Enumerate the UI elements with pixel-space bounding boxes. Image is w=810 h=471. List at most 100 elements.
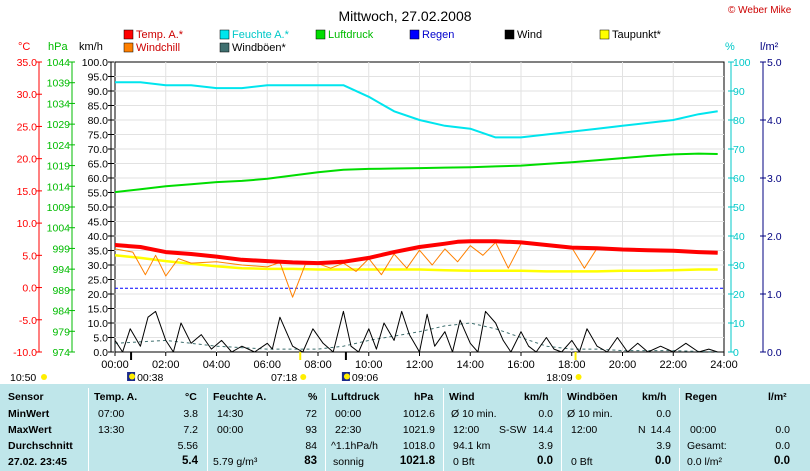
pressure-tick-label: 1044: [47, 57, 71, 69]
temp-max-time: 13:30: [98, 424, 125, 436]
sun-icon: [300, 374, 307, 380]
gust-avg-value: 3.9: [656, 440, 671, 452]
series-feuchte-a: [115, 81, 718, 139]
wind-tick-label: 45.0: [88, 217, 109, 229]
time-markers: 10:50 00:38 07:18 09:06 18:09: [10, 352, 582, 384]
pressure-tick-label: 994: [52, 264, 70, 276]
temp-tick-label: 25.0: [17, 121, 38, 133]
pressure-tick-label: 1029: [47, 119, 71, 131]
temp-min-time: 07:00: [98, 408, 125, 420]
temp-tick-label: 10.0: [17, 218, 38, 230]
pressure-tick-label: 979: [52, 326, 70, 338]
humidity-tick-label: 30: [733, 260, 745, 272]
x-tick-label: 10:00: [355, 359, 383, 371]
humidity-tick-label: 40: [733, 231, 745, 243]
sun-time-label: 07:18: [271, 372, 297, 384]
temp-tick-label: 5.0: [22, 250, 37, 262]
pressure-avg-value: 1018.0: [402, 440, 435, 452]
moon-time-label: 00:38: [137, 372, 163, 384]
wind-tick-label: 85.0: [88, 101, 109, 113]
gust-max-time: 12:00: [571, 424, 598, 436]
legend-swatch: [599, 29, 610, 40]
humidity-unit-label: %: [725, 41, 735, 53]
pressure-tick-label: 1039: [47, 78, 71, 90]
row-label-min: MinWert: [8, 408, 50, 420]
temp-avg-value: 5.56: [177, 440, 198, 452]
pressure-tick-label: 1034: [47, 98, 71, 110]
series-temp-a: [114, 239, 718, 266]
wind-tick-label: 15.0: [88, 304, 109, 316]
x-tick-label: 22:00: [659, 359, 687, 371]
humidity-max-time: 00:00: [217, 424, 244, 436]
humidity-tick-label: 70: [733, 144, 745, 156]
wind-tick-label: 60.0: [88, 173, 109, 185]
x-tick-label: 14:00: [456, 359, 484, 371]
wind-tick-label: 40.0: [88, 231, 109, 243]
humidity-tick-label: 0: [733, 347, 739, 359]
pressure-tick-label: 999: [52, 243, 70, 255]
temp-tick-label: 15.0: [17, 186, 38, 198]
legend-swatch: [123, 42, 134, 53]
humidity-tick-label: 60: [733, 173, 745, 185]
temp-header: Temp. A.: [94, 391, 138, 403]
x-tick-label: 02:00: [152, 359, 180, 371]
pressure-tick-label: 1014: [47, 181, 71, 193]
gust-unit: km/h: [642, 391, 667, 403]
x-tick-label: 16:00: [507, 359, 535, 371]
legend-swatch: [409, 29, 420, 40]
wind-tick-label: 0.0: [93, 347, 108, 359]
x-tick-label: 00:00: [101, 359, 129, 371]
row-label-avg: Durchschnitt: [8, 440, 73, 452]
temp-tick-label: 0.0: [22, 283, 37, 295]
humidity-tick-label: 20: [733, 289, 745, 301]
temp-min-value: 3.8: [183, 408, 198, 420]
sun-time-label: 18:09: [546, 372, 572, 384]
chart-axes: 35.0 30.0 25.0 20.0 15.0 10.0 5.0 0.0 -5.0 -10.0 1…: [13, 57, 782, 371]
moon-icon-glyph: [343, 373, 350, 380]
wind-avg10-value: 0.0: [538, 408, 553, 420]
wind-tick-label: 80.0: [88, 115, 109, 127]
chart-legend: Temp. A.* Feuchte A.* Luftdruck Regen Wind Ta…: [123, 29, 662, 54]
rain-tick-label: 0.0: [767, 347, 782, 359]
chart-title: Mittwoch, 27.02.2008: [338, 8, 471, 24]
rain-total-value: 0.0: [775, 440, 790, 452]
wind-avg-value: 3.9: [538, 440, 553, 452]
pressure-tick-label: 1024: [47, 140, 71, 152]
rain-tick-label: 1.0: [767, 289, 782, 301]
rain-tick-label: 2.0: [767, 231, 782, 243]
rain-tick-label: 4.0: [767, 115, 782, 127]
row-label-sensor: Sensor: [8, 391, 44, 403]
humidity-min-value: 72: [305, 408, 317, 420]
rain-current-rate: 0.0 l/m²: [687, 456, 723, 468]
row-label-current: 27.02. 23:45: [8, 456, 67, 468]
wind-tick-label: 35.0: [88, 246, 109, 258]
rain-max-time: 00:00: [690, 424, 717, 436]
gust-max-value: 14.4: [650, 424, 671, 436]
wind-unit: km/h: [524, 391, 549, 403]
humidity-tick-label: 10: [733, 318, 745, 330]
sun-icon: [41, 374, 47, 380]
temp-unit-label: °C: [18, 41, 30, 53]
moon-time-label: 09:06: [352, 372, 378, 384]
pressure-tick-label: 984: [52, 306, 70, 318]
x-tick-label: 12:00: [406, 359, 434, 371]
legend-swatch: [219, 42, 230, 53]
humidity-header: Feuchte A.: [213, 391, 267, 403]
rain-unit-label: l/m²: [760, 41, 779, 53]
legend-swatch: [504, 29, 515, 40]
humidity-tick-label: 90: [733, 86, 745, 98]
temp-tick-label: 35.0: [17, 57, 38, 69]
wind-distance: 94.1 km: [453, 440, 491, 452]
series-wind: [114, 310, 718, 353]
pressure-header: Luftdruck: [331, 391, 380, 403]
temp-tick-label: -10.0: [13, 347, 37, 359]
gust-avg10-value: 0.0: [656, 408, 671, 420]
pressure-trend: ^1.1hPa/h: [331, 440, 378, 452]
wind-tick-label: 20.0: [88, 289, 109, 301]
humidity-tick-label: 80: [733, 115, 745, 127]
temp-tick-label: 30.0: [17, 89, 38, 101]
temp-tick-label: 20.0: [17, 154, 38, 166]
gust-max-dir: N: [638, 424, 646, 436]
legend-label: Taupunkt*: [612, 29, 662, 41]
pressure-min-time: 00:00: [335, 408, 362, 420]
